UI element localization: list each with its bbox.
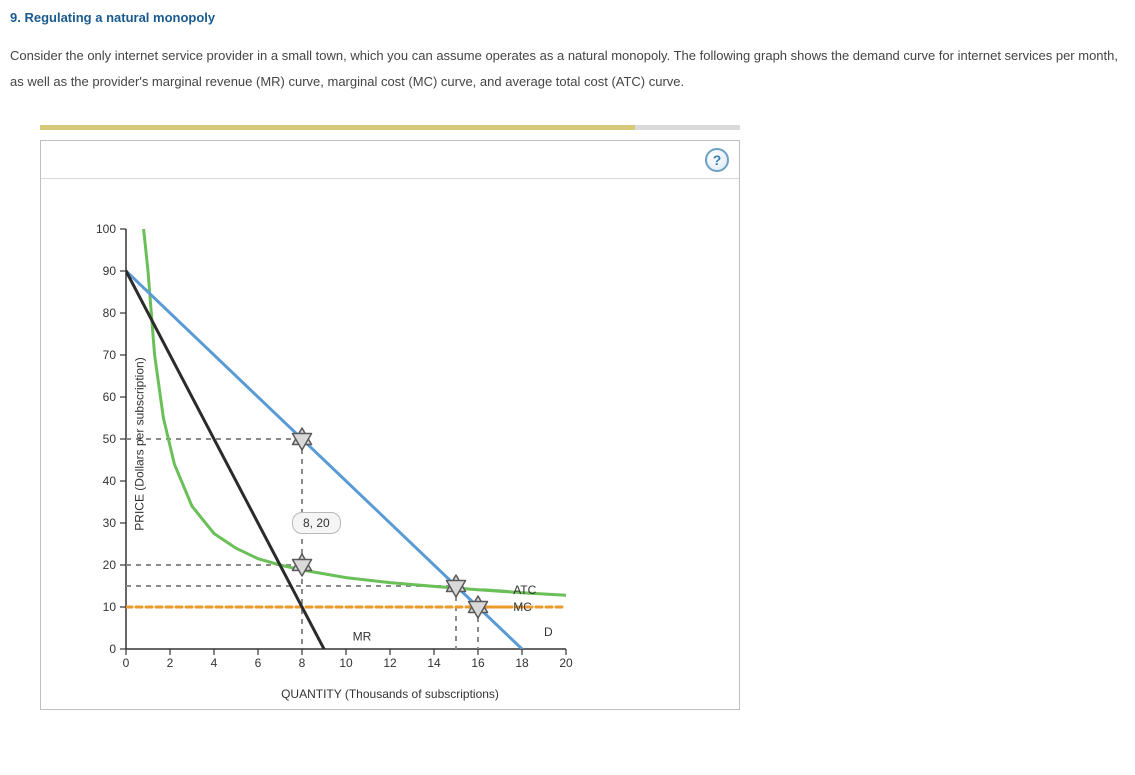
svg-text:100: 100 xyxy=(96,222,116,236)
svg-text:MC: MC xyxy=(513,600,532,614)
panel-toolbar: ? xyxy=(41,141,739,179)
svg-text:4: 4 xyxy=(211,656,218,670)
svg-text:6: 6 xyxy=(255,656,262,670)
svg-text:D: D xyxy=(544,625,553,639)
svg-text:18: 18 xyxy=(515,656,529,670)
svg-text:2: 2 xyxy=(167,656,174,670)
svg-text:30: 30 xyxy=(103,516,117,530)
svg-text:10: 10 xyxy=(339,656,353,670)
help-icon[interactable]: ? xyxy=(705,148,729,172)
svg-text:0: 0 xyxy=(123,656,130,670)
svg-text:80: 80 xyxy=(103,306,117,320)
svg-text:10: 10 xyxy=(103,600,117,614)
svg-text:40: 40 xyxy=(103,474,117,488)
progress-bar xyxy=(40,125,740,130)
chart-area[interactable]: PRICE (Dollars per subscription) 0 2 4 6 8 10… xyxy=(41,179,739,709)
svg-text:16: 16 xyxy=(471,656,485,670)
svg-text:MR: MR xyxy=(353,629,372,643)
svg-text:20: 20 xyxy=(103,558,117,572)
svg-text:14: 14 xyxy=(427,656,441,670)
svg-text:12: 12 xyxy=(383,656,397,670)
svg-text:20: 20 xyxy=(559,656,573,670)
svg-text:0: 0 xyxy=(109,642,116,656)
svg-text:60: 60 xyxy=(103,390,117,404)
chart-panel: ? PRICE (Dollars per subscription) 0 2 4 6 8… xyxy=(40,140,740,710)
question-body: Consider the only internet service provi… xyxy=(10,43,1125,95)
svg-text:90: 90 xyxy=(103,264,117,278)
svg-text:ATC: ATC xyxy=(513,583,536,597)
y-axis-label: PRICE (Dollars per subscription) xyxy=(133,357,147,530)
x-axis-label: QUANTITY (Thousands of subscriptions) xyxy=(41,687,739,701)
question-title: 9. Regulating a natural monopoly xyxy=(10,10,1125,25)
svg-text:70: 70 xyxy=(103,348,117,362)
svg-text:8: 8 xyxy=(299,656,306,670)
svg-text:50: 50 xyxy=(103,432,117,446)
